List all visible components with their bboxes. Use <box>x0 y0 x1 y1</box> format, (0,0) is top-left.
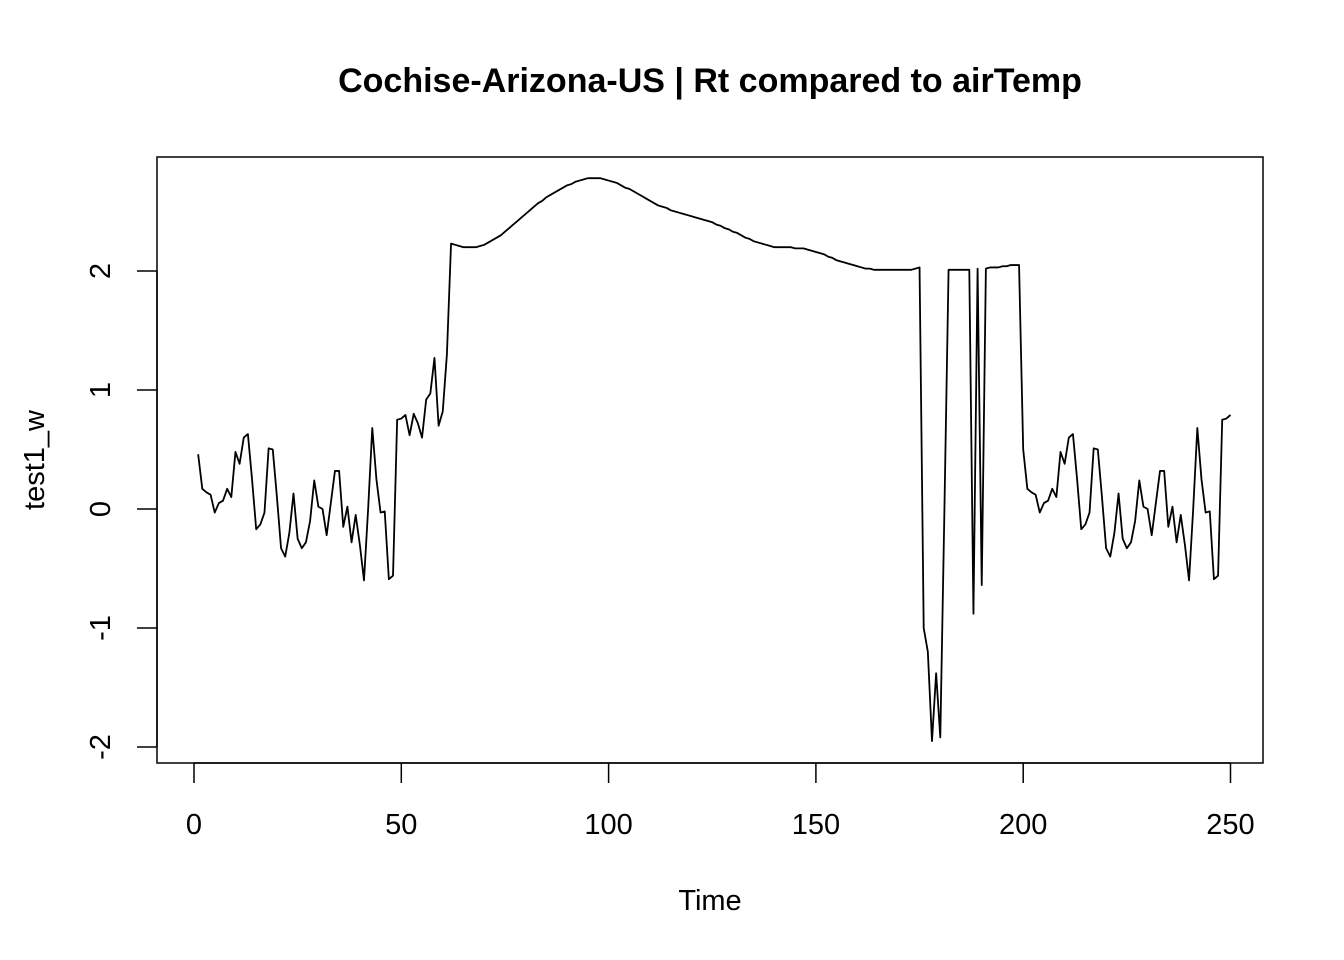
chart-title: Cochise-Arizona-US | Rt compared to airT… <box>338 62 1082 100</box>
y-axis-label: test1_w <box>19 409 51 510</box>
x-tick-label: 250 <box>1206 809 1254 841</box>
y-tick-label: 2 <box>85 263 117 279</box>
series-line <box>197 177 1232 742</box>
x-tick-label: 50 <box>385 809 417 841</box>
x-axis: 0 50 100 150 200 250 <box>186 762 1255 841</box>
x-tick-label: 100 <box>584 809 632 841</box>
x-tick-label: 150 <box>792 809 840 841</box>
y-axis: -2 -1 0 1 2 <box>85 263 158 760</box>
x-tick-label: 200 <box>999 809 1047 841</box>
x-tick-label: 0 <box>186 809 202 841</box>
y-tick-label: -2 <box>85 734 117 760</box>
y-tick-label: 1 <box>85 382 117 398</box>
y-tick-label: -1 <box>85 615 117 641</box>
plot-frame <box>156 156 1264 764</box>
y-tick-label: 0 <box>85 501 117 517</box>
x-axis-label: Time <box>678 885 741 917</box>
